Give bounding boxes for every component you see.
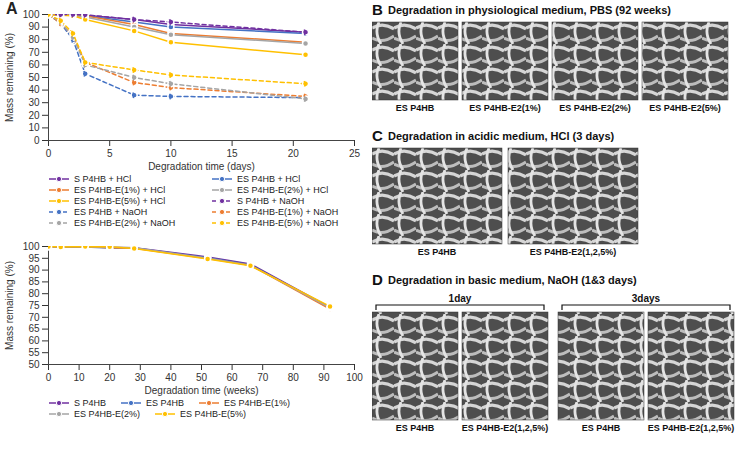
svg-text:ES P4HB-E2(1,2,5%): ES P4HB-E2(1,2,5%) [530, 247, 617, 257]
svg-text:B: B [372, 1, 383, 18]
svg-text:3days: 3days [632, 293, 661, 304]
html-text:ES P4HB-E(1%): ES P4HB-E(1%) [224, 398, 291, 408]
svg-text:D: D [372, 271, 383, 288]
svg-text:Degradation in acidic medium,: Degradation in acidic medium, HCl (3 day… [388, 130, 614, 142]
svg-text:75: 75 [28, 300, 40, 311]
svg-text:80: 80 [28, 34, 40, 45]
html-text:ES P4HB-E(5%) + HCl: ES P4HB-E(5%) + HCl [74, 196, 166, 206]
svg-text:100: 100 [23, 241, 40, 252]
html-text:S P4HB + NaOH: S P4HB + NaOH [237, 196, 305, 206]
svg-text:ES P4HB: ES P4HB [582, 423, 621, 433]
svg-text:ES P4HB-E2(1%): ES P4HB-E2(1%) [469, 103, 541, 113]
svg-text:Degradation time (days): Degradation time (days) [148, 161, 255, 172]
svg-text:90: 90 [28, 264, 40, 275]
html-text:A: A [6, 0, 18, 17]
svg-text:Degradation in basic medium, N: Degradation in basic medium, NaOH (1&3 d… [388, 274, 637, 286]
svg-text:0: 0 [46, 372, 52, 383]
svg-text:85: 85 [28, 276, 40, 287]
html-text:ES P4HB-E(5%) + NaOH: ES P4HB-E(5%) + NaOH [237, 218, 339, 228]
html-text:ES P4HB-E(2%): ES P4HB-E(2%) [74, 409, 140, 419]
svg-text:95: 95 [28, 253, 40, 264]
svg-text:70: 70 [28, 47, 40, 58]
svg-text:70: 70 [28, 312, 40, 323]
svg-text:70: 70 [257, 372, 269, 383]
svg-text:30: 30 [135, 372, 147, 383]
svg-text:60: 60 [227, 372, 239, 383]
svg-text:50: 50 [196, 372, 208, 383]
svg-text:10: 10 [74, 372, 86, 383]
svg-text:90: 90 [318, 372, 330, 383]
svg-text:ES P4HB-E2(2%): ES P4HB-E2(2%) [559, 103, 631, 113]
svg-text:5: 5 [107, 148, 113, 159]
html-text:ES P4HB-E(1%) + NaOH: ES P4HB-E(1%) + NaOH [237, 207, 339, 217]
html-text:ES P4HB: ES P4HB [146, 398, 184, 408]
html-text:ES P4HB-E(5%): ES P4HB-E(5%) [180, 409, 247, 419]
svg-text:40: 40 [28, 84, 40, 95]
svg-text:80: 80 [288, 372, 300, 383]
html-text:ES P4HB-E(2%) + NaOH: ES P4HB-E(2%) + NaOH [74, 218, 176, 228]
svg-text:30: 30 [28, 97, 40, 108]
svg-text:50: 50 [28, 359, 40, 370]
html-text:S P4HB: S P4HB [74, 398, 106, 408]
svg-text:20: 20 [104, 372, 116, 383]
svg-text:10: 10 [28, 122, 40, 133]
html-text:S P4HB + HCl: S P4HB + HCl [74, 174, 132, 184]
svg-text:Mass remaining (%): Mass remaining (%) [4, 261, 15, 350]
svg-text:ES P4HB: ES P4HB [418, 247, 457, 257]
svg-text:40: 40 [165, 372, 177, 383]
svg-text:1day: 1day [449, 293, 472, 304]
svg-text:ES P4HB-E2(1,2,5%): ES P4HB-E2(1,2,5%) [648, 423, 735, 433]
svg-text:ES P4HB: ES P4HB [396, 103, 435, 113]
svg-text:15: 15 [227, 148, 239, 159]
svg-text:20: 20 [28, 110, 40, 121]
svg-text:90: 90 [28, 21, 40, 32]
svg-text:50: 50 [28, 72, 40, 83]
svg-text:55: 55 [28, 347, 40, 358]
svg-text:0: 0 [34, 135, 40, 146]
svg-text:C: C [372, 127, 383, 144]
svg-text:Degradation in physiological m: Degradation in physiological medium, PBS… [388, 4, 671, 16]
html-text:ES P4HB-E(1%) + HCl: ES P4HB-E(1%) + HCl [74, 185, 166, 195]
svg-text:20: 20 [288, 148, 300, 159]
svg-text:10: 10 [165, 148, 177, 159]
svg-text:65: 65 [28, 323, 40, 334]
svg-text:80: 80 [28, 288, 40, 299]
svg-text:ES P4HB-E2(1,2,5%): ES P4HB-E2(1,2,5%) [462, 423, 549, 433]
svg-text:ES P4HB-E2(5%): ES P4HB-E2(5%) [649, 103, 721, 113]
svg-text:100: 100 [346, 372, 363, 383]
svg-text:60: 60 [28, 335, 40, 346]
svg-text:100: 100 [23, 9, 40, 20]
svg-text:ES P4HB: ES P4HB [396, 423, 435, 433]
svg-text:0: 0 [46, 148, 52, 159]
html-text:ES P4HB-E(2%) + HCl: ES P4HB-E(2%) + HCl [237, 185, 329, 195]
svg-text:Degradation time (weeks): Degradation time (weeks) [145, 385, 259, 396]
svg-text:60: 60 [28, 59, 40, 70]
svg-text:25: 25 [349, 148, 361, 159]
svg-text:Mass remaining (%): Mass remaining (%) [4, 33, 15, 122]
html-text:ES P4HB + HCl: ES P4HB + HCl [237, 174, 301, 184]
html-text:ES P4HB + NaOH: ES P4HB + NaOH [74, 207, 148, 217]
